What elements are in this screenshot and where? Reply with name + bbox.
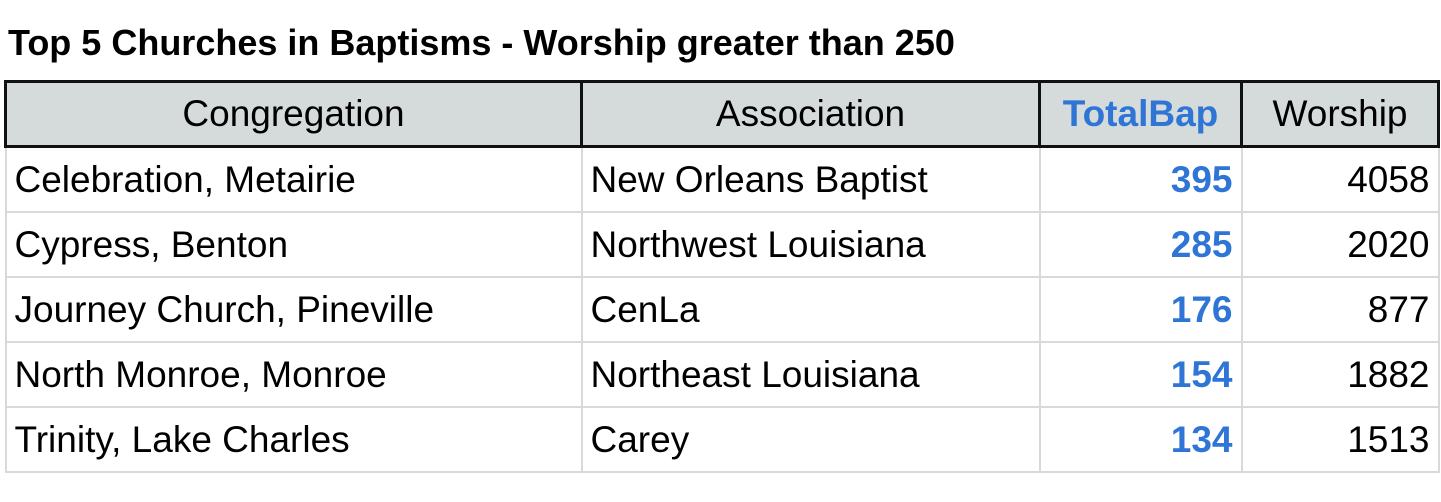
- table-cell: CenLa: [580, 276, 1041, 343]
- table-row: Celebration, Metairie New Orleans Baptist…: [4, 145, 1440, 213]
- title: Top 5 Churches in Baptisms - Worship gre…: [8, 22, 955, 63]
- column-header: Congregation: [4, 80, 583, 148]
- table-row: North Monroe, Monroe Northeast Louisiana 1…: [4, 341, 1440, 408]
- table-cell: 877: [1240, 276, 1440, 343]
- table-row: Journey Church, Pineville CenLa 176 877: [4, 276, 1440, 343]
- table-cell: 176: [1038, 276, 1243, 343]
- churches-table: Congregation Association TotalBap Worship C…: [4, 80, 1440, 473]
- table-cell: 395: [1038, 145, 1243, 213]
- table-cell: North Monroe, Monroe: [4, 341, 583, 408]
- column-header: TotalBap: [1038, 80, 1243, 148]
- table-cell: Carey: [580, 406, 1041, 473]
- table-cell: Cypress, Benton: [4, 211, 583, 278]
- table-row: Trinity, Lake Charles Carey 134 1513: [4, 406, 1440, 473]
- table-cell: Celebration, Metairie: [4, 145, 583, 213]
- table-cell: 285: [1038, 211, 1243, 278]
- table-cell: New Orleans Baptist: [580, 145, 1041, 213]
- table-cell: 154: [1038, 341, 1243, 408]
- table-cell: Northeast Louisiana: [580, 341, 1041, 408]
- table-cell: Northwest Louisiana: [580, 211, 1041, 278]
- table-cell: Journey Church, Pineville: [4, 276, 583, 343]
- column-header: Association: [580, 80, 1041, 148]
- table-cell: 4058: [1240, 145, 1440, 213]
- table-cell: 1513: [1240, 406, 1440, 473]
- header-row: Congregation Association TotalBap Worship: [4, 80, 1440, 148]
- table-row: Cypress, Benton Northwest Louisiana 285 202…: [4, 211, 1440, 278]
- table-cell: 2020: [1240, 211, 1440, 278]
- table-cell: 1882: [1240, 341, 1440, 408]
- table-cell: Trinity, Lake Charles: [4, 406, 583, 473]
- table-cell: 134: [1038, 406, 1243, 473]
- column-header: Worship: [1240, 80, 1440, 148]
- table-body: Celebration, Metairie New Orleans Baptist…: [4, 145, 1440, 473]
